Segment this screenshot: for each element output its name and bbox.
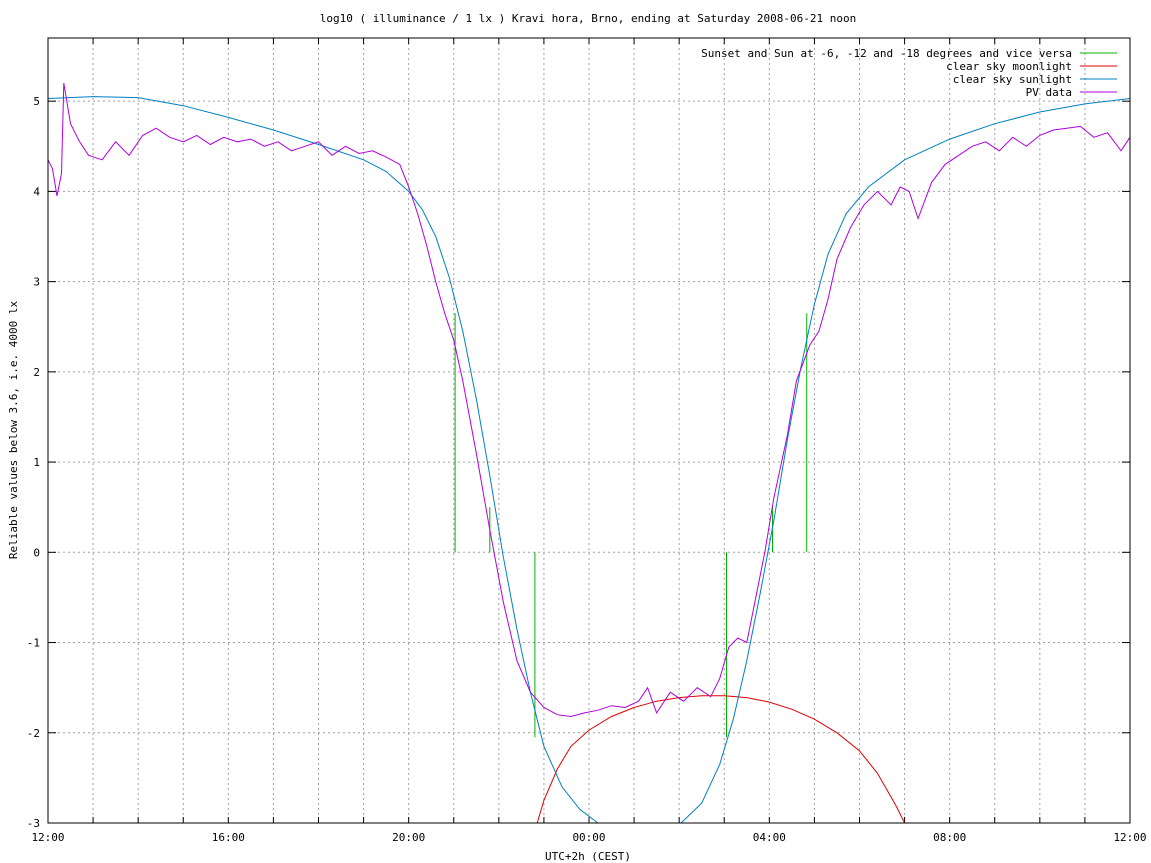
- series-2: [48, 96, 1130, 823]
- y-tick-label: -3: [27, 817, 40, 830]
- plot-area: [48, 83, 1130, 823]
- y-tick-label: 5: [33, 95, 40, 108]
- legend-label: clear sky moonlight: [946, 60, 1072, 73]
- y-tick-label: 3: [33, 276, 40, 289]
- x-tick-label: 12:00: [1113, 831, 1146, 844]
- series-line: [536, 695, 906, 823]
- x-tick-label: 08:00: [933, 831, 966, 844]
- grid: [48, 38, 1130, 823]
- y-axis-label: Reliable values below 3.6, i.e. 4000 lx: [7, 300, 20, 559]
- series-3: [48, 83, 1130, 718]
- series-line: [48, 96, 1130, 823]
- y-tick-label: 0: [33, 546, 40, 559]
- legend-label: clear sky sunlight: [953, 73, 1072, 86]
- series-0: [454, 313, 808, 738]
- y-tick-label: 1: [33, 456, 40, 469]
- series-line: [48, 83, 1130, 718]
- x-tick-label: 00:00: [572, 831, 605, 844]
- series-1: [536, 695, 906, 823]
- x-tick-label: 12:00: [31, 831, 64, 844]
- x-tick-label: 04:00: [753, 831, 786, 844]
- y-tick-label: 4: [33, 185, 40, 198]
- x-axis-label: UTC+2h (CEST): [545, 850, 631, 863]
- legend-label: PV data: [1026, 86, 1072, 99]
- legend: Sunset and Sun at -6, -12 and -18 degree…: [701, 47, 1117, 99]
- y-tick-label: 2: [33, 366, 40, 379]
- y-tick-label: -1: [27, 637, 40, 650]
- axes: 12:00 16:00 20:00 00:00 04:00 08:00 12:00-3-2-…: [27, 38, 1147, 844]
- x-tick-label: 20:00: [392, 831, 425, 844]
- legend-label: Sunset and Sun at -6, -12 and -18 degree…: [701, 47, 1072, 60]
- chart-title: log10 ( illuminance / 1 lx ) Kravi hora,…: [320, 12, 856, 25]
- x-tick-label: 16:00: [212, 831, 245, 844]
- plot-frame: [47, 37, 1131, 824]
- y-tick-label: -2: [27, 727, 40, 740]
